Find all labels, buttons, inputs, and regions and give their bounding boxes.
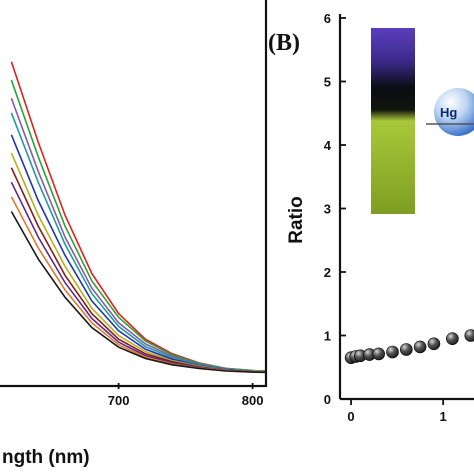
panel-a-x-tick-label: 700 xyxy=(108,393,130,408)
panel-a-series-line-10 xyxy=(10,211,267,374)
panel-b-y-tick-label: 5 xyxy=(324,75,331,90)
panel-a-x-ticks: 700 800 xyxy=(108,383,264,408)
inset-vial-photo xyxy=(371,28,415,214)
panel-b-y-tick-label: 3 xyxy=(324,202,331,217)
panel-b-data-point-6 xyxy=(386,345,399,359)
inset-hg-ion: Hg xyxy=(434,88,474,136)
panel-a: 700 800 ngth (nm) xyxy=(0,0,268,468)
panel-b-data-point-7 xyxy=(399,343,413,356)
panel-a-series-lines xyxy=(10,61,267,374)
panel-b-data-point-8 xyxy=(413,340,427,354)
panel-a-series-line-3 xyxy=(10,98,267,373)
panel-a-x-tick-label: 800 xyxy=(242,393,264,408)
panel-b-points xyxy=(344,329,474,365)
hg-ion-label: Hg xyxy=(440,105,457,120)
panel-b-y-ticks: 0 1 2 3 4 5 6 xyxy=(324,11,346,407)
panel-b-label: (B) xyxy=(268,30,300,56)
panel-b-x-tick-label: 0 xyxy=(347,409,354,424)
panel-b: (B) xyxy=(268,11,474,424)
panel-b-data-point-10 xyxy=(446,332,459,346)
panel-a-series-line-1 xyxy=(10,61,267,372)
panel-b-data-point-9 xyxy=(427,337,441,351)
panel-b-y-tick-label: 2 xyxy=(324,265,331,280)
panel-b-y-tick-label: 4 xyxy=(324,138,332,153)
panel-a-series-line-5 xyxy=(10,134,267,373)
panel-b-y-tick-label: 6 xyxy=(324,11,331,26)
panel-b-y-tick-label: 1 xyxy=(324,329,331,344)
panel-b-y-axis-title: Ratio xyxy=(286,196,307,244)
panel-b-x-tick-label: 1 xyxy=(440,409,447,424)
panel-b-data-point-11 xyxy=(464,329,474,342)
panel-a-x-axis-title: ngth (nm) xyxy=(2,447,90,468)
panel-a-plot-frame xyxy=(0,0,268,388)
panel-b-data-point-5 xyxy=(372,347,386,361)
panel-b-y-tick-label: 0 xyxy=(324,392,331,407)
